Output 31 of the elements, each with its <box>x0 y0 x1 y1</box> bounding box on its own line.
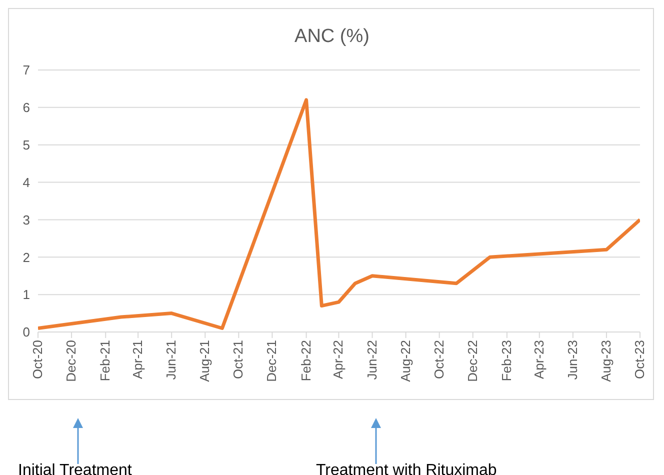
y-tick-label: 4 <box>22 174 30 190</box>
x-tick-label: Feb-22 <box>298 340 314 382</box>
x-tick-label: Apr-21 <box>130 340 146 380</box>
x-tick-label: Aug-21 <box>197 340 212 382</box>
y-tick-label: 6 <box>22 100 30 116</box>
x-tick-label: Feb-21 <box>98 340 113 382</box>
x-tick-label: Oct-22 <box>431 340 446 380</box>
x-tick-label: Feb-23 <box>498 340 514 382</box>
chart-title: ANC (%) <box>294 26 370 48</box>
x-tick-label: Jun-23 <box>564 340 580 380</box>
x-tick-label: Dec-20 <box>64 340 79 382</box>
line-series <box>38 98 640 330</box>
x-tick-label: Apr-22 <box>330 340 346 380</box>
x-tick-label: Aug-23 <box>598 340 614 382</box>
x-tick-label: Dec-22 <box>464 340 480 382</box>
x-tick-label: Apr-23 <box>531 340 546 380</box>
x-tick-label: Dec-21 <box>264 340 280 382</box>
x-tick-label: Oct-20 <box>30 340 45 380</box>
x-tick-label: Jun-21 <box>164 340 179 380</box>
text: Initial Treatment <box>18 462 132 475</box>
y-tick-label: 1 <box>22 287 30 302</box>
x-tick-label: Oct-23 <box>632 340 647 380</box>
y-tick-label: 2 <box>22 250 30 265</box>
x-tick-label: Aug-22 <box>398 340 413 382</box>
y-tick-label: 7 <box>22 62 30 78</box>
x-tick-label: Oct-21 <box>230 340 246 380</box>
y-tick-label: 5 <box>22 137 30 152</box>
y-tick-label: 3 <box>22 212 30 228</box>
y-tick-label: 0 <box>22 324 30 340</box>
text: Treatment with Rituximab <box>316 462 497 475</box>
x-tick-label: Jun-22 <box>364 340 380 380</box>
